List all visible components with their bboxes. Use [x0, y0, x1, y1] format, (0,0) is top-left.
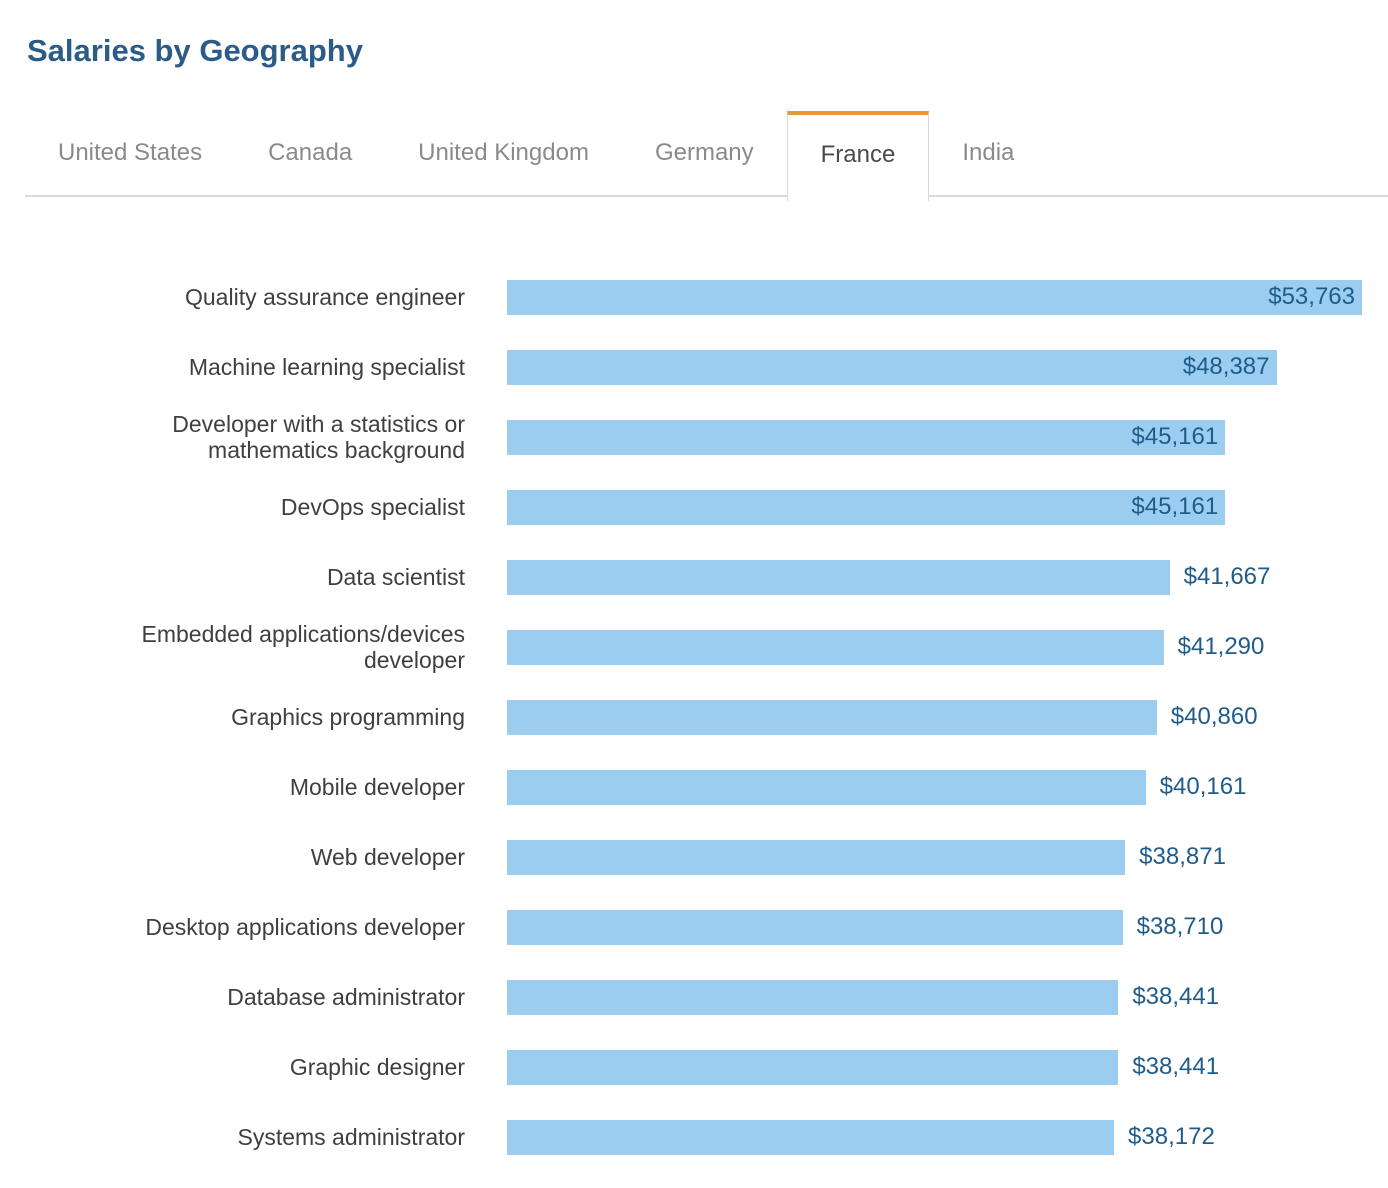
- tab-label: United Kingdom: [418, 139, 589, 166]
- bar-track: $53,763: [507, 279, 1362, 315]
- salary-bar-chart: Quality assurance engineer $53,763 Machi…: [0, 262, 1388, 1172]
- tab-label: United States: [58, 139, 203, 166]
- bar-track: $38,441: [507, 979, 1362, 1015]
- value-label: $45,161: [1131, 493, 1219, 520]
- tab-france[interactable]: France: [786, 111, 930, 201]
- chart-row: Database administrator $38,441: [0, 962, 1388, 1032]
- salary-bar: $45,161: [507, 489, 1226, 525]
- value-label: $45,161: [1131, 423, 1219, 450]
- bar-track: $40,161: [507, 769, 1362, 805]
- category-label: Graphic designer: [289, 1054, 465, 1080]
- chart-row: Machine learning specialist $48,387: [0, 332, 1388, 402]
- value-label: $38,172: [1128, 1123, 1215, 1150]
- salary-bar: $48,387: [507, 349, 1277, 385]
- value-label: $38,441: [1132, 1053, 1220, 1080]
- category-label: Data scientist: [326, 564, 465, 590]
- value-label: $41,667: [1183, 563, 1271, 590]
- bar-track: $41,667: [507, 559, 1362, 595]
- tab-label: France: [820, 141, 896, 168]
- bar-track: $38,710: [507, 909, 1362, 945]
- salary-bar: [507, 839, 1126, 875]
- salary-bar: [507, 909, 1123, 945]
- value-label: $38,871: [1139, 843, 1226, 870]
- category-label: Database administrator: [227, 984, 465, 1010]
- bar-track: $48,387: [507, 349, 1362, 385]
- chart-row: Web developer $38,871: [0, 822, 1388, 892]
- category-label: Developer with a statistics or mathemati…: [172, 411, 465, 463]
- salary-bar: [507, 1119, 1115, 1155]
- category-label: Mobile developer: [289, 774, 465, 800]
- tab-label: Germany: [654, 139, 754, 166]
- tab-canada[interactable]: Canada: [235, 111, 385, 195]
- category-label: Graphics programming: [231, 704, 465, 730]
- salary-bar: [507, 559, 1170, 595]
- bar-track: $40,860: [507, 699, 1362, 735]
- category-label: Systems administrator: [237, 1124, 465, 1150]
- bar-track: $38,871: [507, 839, 1362, 875]
- chart-row: Quality assurance engineer $53,763: [0, 262, 1388, 332]
- chart-row: Developer with a statistics or mathemati…: [0, 402, 1388, 472]
- chart-row: Graphics programming $40,860: [0, 682, 1388, 752]
- salary-bar: [507, 979, 1119, 1015]
- value-label: $38,710: [1136, 913, 1224, 940]
- bar-track: $38,441: [507, 1049, 1362, 1085]
- category-label: Machine learning specialist: [188, 354, 465, 380]
- salary-bar: [507, 1049, 1119, 1085]
- salary-bar: [507, 699, 1157, 735]
- tab-label: India: [962, 139, 1015, 166]
- chart-row: Graphic designer $38,441: [0, 1032, 1388, 1102]
- category-label: DevOps specialist: [280, 494, 465, 520]
- value-label: $41,290: [1177, 633, 1265, 660]
- chart-row: Systems administrator $38,172: [0, 1102, 1388, 1172]
- tab-united-kingdom[interactable]: United Kingdom: [385, 111, 622, 195]
- tab-united-states[interactable]: United States: [25, 111, 235, 195]
- bar-track: $45,161: [507, 489, 1362, 525]
- value-label: $40,161: [1159, 773, 1247, 800]
- country-tabs: United States Canada United Kingdom Germ…: [25, 111, 1388, 201]
- page-title: Salaries by Geography: [27, 33, 363, 68]
- salary-bar: [507, 769, 1146, 805]
- category-label: Web developer: [310, 844, 465, 870]
- chart-row: Data scientist $41,667: [0, 542, 1388, 612]
- chart-row: DevOps specialist $45,161: [0, 472, 1388, 542]
- value-label: $38,441: [1132, 983, 1220, 1010]
- tab-germany[interactable]: Germany: [622, 111, 787, 195]
- chart-row: Desktop applications developer $38,710: [0, 892, 1388, 962]
- category-label: Embedded applications/devices developer: [141, 621, 465, 673]
- chart-row: Embedded applications/devices developer …: [0, 612, 1388, 682]
- category-label: Quality assurance engineer: [185, 284, 465, 310]
- value-label: $53,763: [1268, 283, 1355, 310]
- bar-track: $41,290: [507, 629, 1362, 665]
- tab-label: Canada: [268, 139, 353, 166]
- bar-track: $45,161: [507, 419, 1362, 455]
- bar-track: $38,172: [507, 1119, 1362, 1155]
- value-label: $48,387: [1182, 353, 1270, 380]
- category-label: Desktop applications developer: [145, 914, 465, 940]
- chart-row: Mobile developer $40,161: [0, 752, 1388, 822]
- salary-bar: $45,161: [507, 419, 1226, 455]
- salary-bar: [507, 629, 1164, 665]
- salary-bar: $53,763: [507, 279, 1362, 315]
- value-label: $40,860: [1170, 703, 1258, 730]
- tab-india[interactable]: India: [929, 111, 1047, 195]
